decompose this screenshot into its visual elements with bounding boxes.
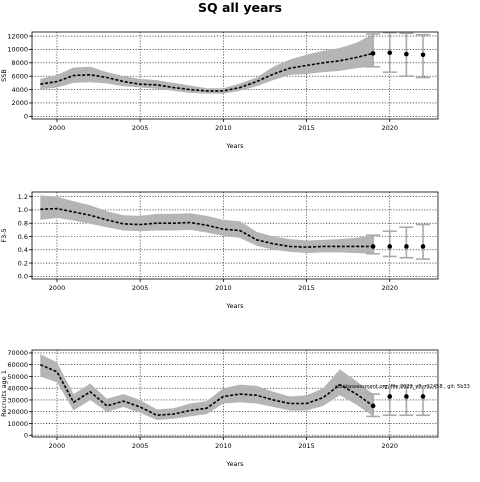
y-tick-label: 0.0 bbox=[18, 273, 28, 281]
projection-point bbox=[370, 51, 376, 56]
x-tick-label: 2010 bbox=[215, 124, 232, 132]
x-tick-label: 2020 bbox=[381, 442, 398, 450]
projection-point bbox=[370, 244, 376, 249]
y-tick-label: 60000 bbox=[7, 361, 28, 369]
x-tick-label: 2000 bbox=[49, 284, 66, 292]
y-tick-label: 0.8 bbox=[18, 220, 28, 228]
y-tick-label: 0.4 bbox=[18, 246, 28, 254]
y-axis-label: Recruits age 1 bbox=[0, 370, 8, 417]
x-tick-label: 2000 bbox=[49, 442, 66, 450]
projection-point bbox=[370, 403, 376, 409]
fishing-mortality-panel: 2000 2005 2010 2015 2020 0.0 0.2 0.4 0.6 0.8 1.0 1.… bbox=[0, 191, 439, 310]
x-tick-label: 2005 bbox=[132, 442, 149, 450]
y-tick-label: 2000 bbox=[11, 99, 28, 107]
projection-point bbox=[387, 244, 393, 249]
y-tick-label: 8000 bbox=[11, 59, 28, 67]
x-tick-label: 2015 bbox=[298, 284, 315, 292]
x-tick-label: 2005 bbox=[132, 284, 149, 292]
projection-point bbox=[404, 244, 409, 249]
y-tick-label: 10000 bbox=[7, 46, 28, 54]
median-line bbox=[40, 363, 374, 417]
y-tick-label: 0.2 bbox=[18, 259, 28, 267]
x-tick-label: 2000 bbox=[49, 124, 66, 132]
y-tick-label: 70000 bbox=[7, 349, 28, 357]
y-tick-label: 10000 bbox=[7, 420, 28, 428]
x-tick-label: 2010 bbox=[215, 442, 232, 450]
projection-point bbox=[387, 50, 393, 56]
confidence-band bbox=[40, 34, 374, 94]
y-tick-label: 0.6 bbox=[18, 233, 28, 241]
y-tick-label: 40000 bbox=[7, 385, 28, 393]
axes-frame bbox=[31, 31, 439, 120]
median-line bbox=[40, 52, 374, 92]
projection-point bbox=[404, 51, 409, 57]
x-tick-label: 2020 bbox=[381, 284, 398, 292]
y-tick-label: 4000 bbox=[11, 86, 28, 94]
x-tick-label: 2015 bbox=[298, 442, 315, 450]
x-tick-label: 2020 bbox=[381, 124, 398, 132]
x-tick-label: 2005 bbox=[132, 124, 149, 132]
median-line bbox=[40, 207, 374, 248]
axes-frame bbox=[31, 191, 439, 280]
y-tick-label: 12000 bbox=[7, 32, 28, 40]
recruitment-panel: 2000 2005 2010 2015 2020 0 10000 20000 30000 4000… bbox=[0, 349, 470, 468]
x-axis-label: Years bbox=[225, 302, 244, 310]
axes-frame bbox=[31, 349, 439, 438]
ssb-panel: 2000 2005 2010 2015 2020 0 2000 4000 6000 8000 100… bbox=[0, 31, 439, 150]
x-axis-label: Years bbox=[225, 460, 244, 468]
y-tick-label: 1.0 bbox=[18, 206, 28, 214]
x-tick-label: 2010 bbox=[215, 284, 232, 292]
annotation-text: stockassessment.org, file 2023_v3, r1245… bbox=[335, 384, 470, 390]
y-tick-label: 1.2 bbox=[18, 193, 28, 201]
x-axis-label: Years bbox=[225, 142, 244, 150]
y-tick-label: 30000 bbox=[7, 396, 28, 404]
projection-point bbox=[404, 394, 409, 399]
projection-point bbox=[420, 244, 426, 249]
projection-point bbox=[420, 394, 426, 399]
page-title: SQ all years bbox=[197, 0, 282, 15]
y-tick-label: 50000 bbox=[7, 373, 28, 381]
projection-point bbox=[420, 52, 426, 58]
y-tick-label: 6000 bbox=[11, 72, 28, 80]
projection-point bbox=[387, 394, 393, 399]
y-tick-label: 0 bbox=[24, 432, 28, 440]
y-axis-label: SSB bbox=[0, 69, 8, 82]
y-tick-label: 20000 bbox=[7, 408, 28, 416]
y-tick-label: 0 bbox=[24, 113, 28, 121]
y-axis-label: F3-5 bbox=[0, 228, 8, 242]
x-tick-label: 2015 bbox=[298, 124, 315, 132]
confidence-band bbox=[40, 354, 374, 420]
